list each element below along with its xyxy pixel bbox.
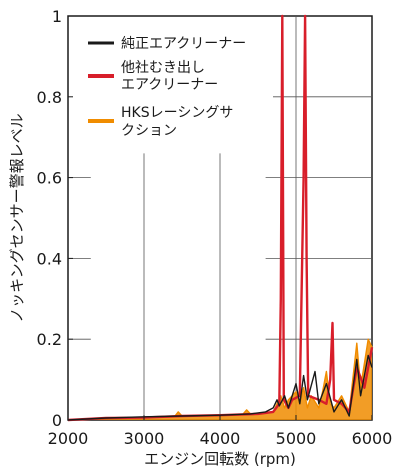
legend-label-series-2-line2: クション bbox=[121, 123, 177, 139]
x-tick-label: 4000 bbox=[200, 429, 241, 448]
x-tick-label: 2000 bbox=[48, 429, 89, 448]
series-area-hks bbox=[68, 339, 372, 420]
legend-label-series-0: 純正エアクリーナー bbox=[121, 36, 246, 52]
legend-label-series-1: 他社むき出し bbox=[121, 60, 205, 76]
x-tick-label: 6000 bbox=[352, 429, 393, 448]
legend-label-series-2: HKSレーシングサ bbox=[121, 105, 233, 121]
x-axis-label: エンジン回転数 (rpm) bbox=[144, 450, 296, 468]
y-tick-label: 0 bbox=[52, 411, 62, 430]
y-tick-label: 0.2 bbox=[37, 330, 62, 349]
y-tick-label: 0.4 bbox=[37, 249, 62, 268]
series-line-0 bbox=[67, 354, 373, 421]
y-axis-label: ノッキングセンサー警報レベル bbox=[8, 113, 26, 322]
x-tick-label: 5000 bbox=[276, 429, 317, 448]
y-tick-label: 1 bbox=[52, 7, 62, 26]
x-tick-label: 3000 bbox=[124, 429, 165, 448]
y-tick-label: 0.6 bbox=[37, 169, 62, 188]
y-tick-label: 0.8 bbox=[37, 88, 62, 107]
ticks: 2000 3000 4000 5000 6000 0 0.2 0.4 0.6 0.8 1 bbox=[37, 7, 393, 448]
series-layer bbox=[67, 14, 374, 422]
legend-box bbox=[83, 30, 273, 148]
legend-label-series-1-line2: エアクリーナー bbox=[121, 77, 218, 93]
legend: 純正エアクリーナー 他社むき出し エアクリーナー HKSレーシングサ クション bbox=[83, 30, 273, 148]
